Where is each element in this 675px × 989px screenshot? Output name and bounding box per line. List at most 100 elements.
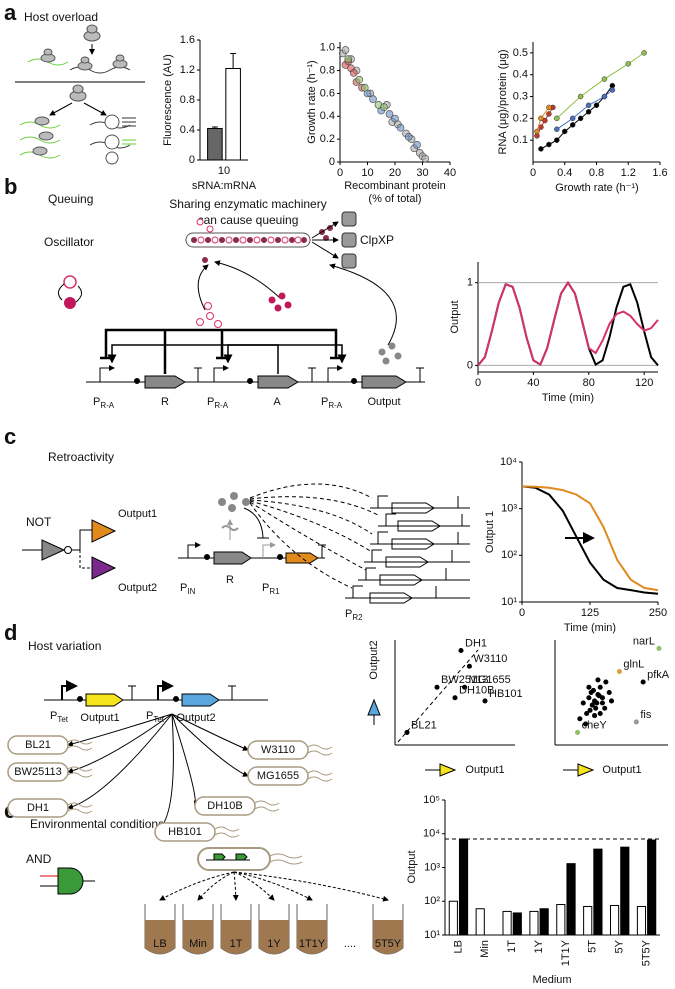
flagella — [307, 770, 333, 782]
point — [452, 695, 458, 701]
y-tick-label: 10¹ — [501, 596, 517, 608]
plots: 0 0.4 0.8 1.2 1.6 sRNA:mRNA Fluorescence (AU) 1… — [162, 34, 670, 986]
point — [596, 693, 602, 699]
y-axis-label: Output 1 — [484, 511, 496, 553]
promoter-label-sub: IN — [187, 587, 195, 596]
point — [601, 76, 608, 82]
panel-title: Retroactivity — [48, 450, 114, 464]
y-tick-label: 0 — [467, 359, 473, 371]
strain-cell — [247, 740, 309, 760]
x-axis-label: Growth rate (h⁻¹) — [555, 182, 638, 194]
promoter-label: PR2 — [345, 608, 363, 622]
y-tick-label: 0.8 — [180, 94, 195, 106]
point — [546, 104, 552, 111]
x-tick-label: 20 — [389, 167, 401, 179]
medium-label: LB — [153, 938, 166, 950]
x-tick-label: Min — [479, 940, 491, 958]
x-axis-label: (% of total) — [368, 193, 421, 205]
point-label: MG1655 — [469, 674, 511, 686]
point — [603, 679, 609, 685]
output-label: Output1 — [118, 508, 157, 520]
x-axis-label: Time (min) — [564, 622, 616, 634]
promoter-label-main: P — [207, 396, 214, 408]
promoter-label-main: P — [93, 396, 100, 408]
promoter-label-sub: R2 — [352, 613, 363, 622]
point-label: DH10B — [459, 685, 494, 697]
point — [538, 146, 544, 152]
y-tick-label: 10³ — [501, 503, 517, 515]
bar — [512, 912, 522, 936]
y-tick-label: 0 — [189, 154, 195, 166]
strain-label: DH1 — [27, 802, 49, 814]
line — [521, 485, 659, 592]
point — [577, 93, 584, 100]
ellipsis: .... — [344, 938, 356, 950]
point — [391, 114, 399, 123]
x-tick-label: 0.8 — [589, 167, 604, 179]
point — [458, 647, 464, 654]
y-tick-label: 0.6 — [320, 87, 335, 99]
y-axis-label: Output — [406, 850, 418, 883]
label: AND — [26, 852, 52, 866]
point — [599, 700, 606, 706]
promoter-label-sub: R-A — [100, 401, 114, 410]
bar — [593, 848, 603, 936]
bar — [207, 128, 223, 161]
strain-cell — [194, 796, 256, 816]
retroactivity-circuit — [178, 483, 470, 604]
x-axis-label: Output1 — [602, 764, 641, 776]
promoter-label-sub: R1 — [269, 587, 280, 596]
point — [413, 141, 421, 149]
point — [580, 700, 586, 706]
x-axis-label: sRNA:mRNA — [192, 180, 257, 192]
gene-label: Output1 — [80, 712, 119, 724]
point — [404, 133, 413, 141]
panel-letter: c — [4, 424, 16, 449]
point — [344, 55, 353, 63]
point — [575, 729, 581, 735]
bar — [539, 908, 549, 936]
medium — [145, 920, 175, 954]
y-tick-label: 0.2 — [320, 133, 335, 145]
strain-label: MG1655 — [257, 770, 299, 782]
promoter-label: PR-A — [207, 396, 229, 410]
promoter-label: PR-A — [93, 396, 115, 410]
point — [421, 154, 430, 163]
gene-label: R — [226, 574, 234, 586]
y-axis-label: Growth rate (h⁻¹) — [306, 60, 318, 143]
and-gate — [40, 867, 95, 895]
bar — [620, 846, 630, 936]
x-tick-label: 1T1Y — [560, 939, 572, 966]
point — [434, 684, 440, 690]
x-tick-label: 0 — [530, 167, 536, 179]
arrow — [197, 871, 235, 901]
label: Queuing — [48, 192, 93, 206]
strain-label: DH10B — [207, 800, 242, 812]
arrow — [233, 871, 313, 901]
flagella — [307, 744, 333, 756]
medium-label: 1T — [230, 938, 243, 950]
point — [589, 702, 595, 708]
arrow — [233, 871, 275, 901]
construct — [44, 680, 268, 707]
x-tick-label: 120 — [635, 377, 653, 389]
bar — [458, 838, 469, 936]
cell — [197, 847, 303, 871]
point — [586, 684, 592, 690]
point-label: fis — [640, 709, 652, 721]
y-axis-label: RNA (μg)/protein (μg) — [497, 50, 509, 155]
point — [601, 93, 608, 100]
strain-cell — [154, 822, 216, 842]
point — [597, 684, 603, 690]
panel-letter: d — [4, 620, 17, 645]
arrow — [233, 871, 389, 902]
bar — [529, 910, 539, 936]
arrow — [232, 871, 239, 901]
line — [540, 85, 613, 150]
queue-diagram — [185, 211, 357, 269]
panel-title: Host overload — [24, 10, 98, 24]
error-bar — [230, 53, 237, 69]
point — [562, 128, 568, 135]
medium-label: 1T1Y — [299, 938, 326, 950]
x-tick-label: 1T — [506, 940, 518, 953]
